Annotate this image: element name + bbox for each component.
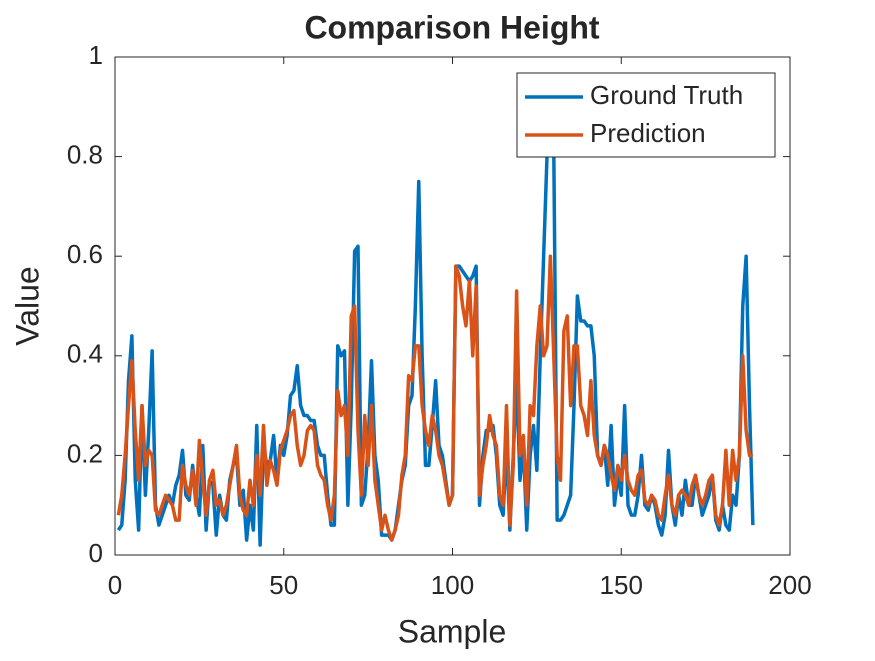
x-tick-label: 100 <box>431 570 474 600</box>
plot-frame <box>114 56 791 556</box>
y-tick-label: 0.8 <box>67 139 103 169</box>
y-tick-label: 0.2 <box>67 438 103 468</box>
y-tick-label: 0.4 <box>67 339 103 369</box>
y-tick-label: 1 <box>89 40 103 70</box>
y-axis-label: Value <box>9 266 45 345</box>
data-line <box>116 129 755 547</box>
x-tick-label: 50 <box>269 570 298 600</box>
x-tick-label: 200 <box>768 570 811 600</box>
x-axis-label: Sample <box>398 613 507 649</box>
y-tick-label: 0.6 <box>67 239 103 269</box>
chart-title: Comparison Height <box>304 9 599 45</box>
y-tick-label: 0 <box>89 538 103 568</box>
data-line <box>116 254 753 542</box>
legend-label: Ground Truth <box>590 80 743 110</box>
x-tick-label: 150 <box>600 570 643 600</box>
legend-box <box>516 72 776 158</box>
legend-label: Prediction <box>590 118 706 148</box>
x-tick-label: 0 <box>108 570 122 600</box>
